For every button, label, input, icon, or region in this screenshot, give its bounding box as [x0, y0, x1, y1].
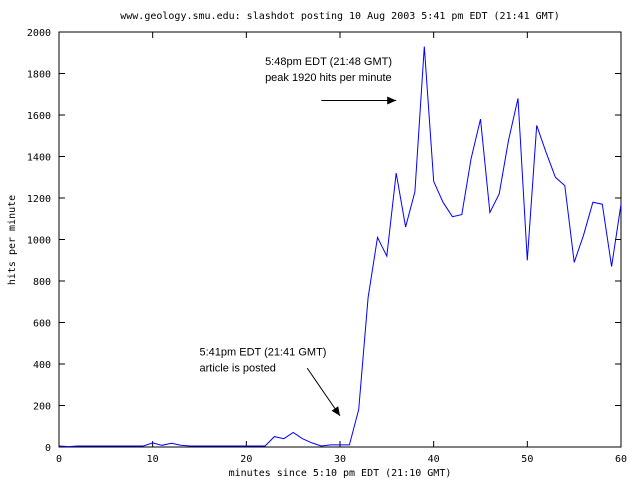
y-tick-label: 1800	[27, 70, 51, 81]
annotation-text: 5:41pm EDT (21:41 GMT)	[200, 347, 327, 359]
plot-frame	[58, 31, 622, 448]
y-tick-label: 1600	[27, 111, 51, 122]
y-tick-label: 1000	[27, 236, 51, 247]
y-tick-label: 600	[33, 319, 51, 330]
annotation-arrow	[306, 367, 341, 417]
x-tick-label: 0	[56, 454, 62, 465]
series-line	[58, 46, 622, 448]
chart-title: www.geology.smu.edu: slashdot posting 10…	[120, 11, 560, 22]
arrowhead	[331, 406, 340, 416]
y-tick-label: 0	[45, 443, 51, 454]
x-tick-label: 50	[521, 454, 533, 465]
x-tick-label: 20	[240, 454, 252, 465]
y-tick-label: 1400	[27, 153, 51, 164]
annotation-text: article is posted	[200, 363, 276, 375]
annotation-text: 5:48pm EDT (21:48 GMT)	[265, 56, 392, 68]
x-tick-label: 40	[428, 454, 440, 465]
y-axis: 0 200 400 600 800 1000 1200 1400 1600 1800 2000	[27, 28, 621, 454]
y-tick-label: 200	[33, 402, 51, 413]
x-axis: 0 10 20 30 40 50 60	[56, 32, 627, 465]
y-tick-label: 400	[33, 360, 51, 371]
x-tick-label: 60	[615, 454, 627, 465]
y-tick-label: 800	[33, 277, 51, 288]
x-tick-label: 30	[334, 454, 346, 465]
annotation-text: peak 1920 hits per minute	[265, 72, 392, 84]
y-axis-label: hits per minute	[7, 195, 18, 285]
x-axis-label: minutes since 5:10 pm EDT (21:10 GMT)	[229, 468, 452, 479]
y-tick-label: 2000	[27, 28, 51, 39]
arrowhead	[387, 96, 397, 105]
x-tick-label: 10	[147, 454, 159, 465]
annotations: 5:48pm EDT (21:48 GMT) peak 1920 hits per…	[200, 56, 397, 417]
y-tick-label: 1200	[27, 194, 51, 205]
